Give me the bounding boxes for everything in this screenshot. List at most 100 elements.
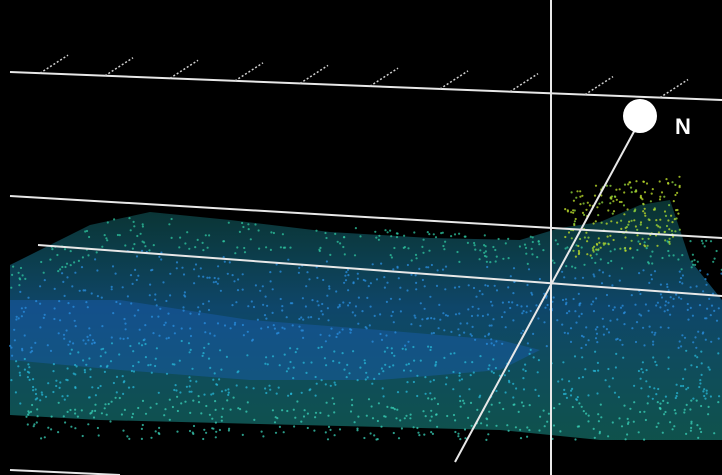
cloud-point — [118, 396, 121, 400]
cloud-point — [216, 282, 219, 285]
cloud-point — [216, 322, 220, 325]
cloud-point — [668, 242, 671, 245]
cloud-point — [647, 237, 650, 240]
cloud-point — [112, 312, 115, 315]
cloud-point — [594, 369, 597, 373]
cloud-point — [709, 314, 712, 317]
cloud-point — [217, 277, 220, 280]
cloud-point — [160, 258, 163, 261]
cloud-point — [450, 330, 453, 333]
cloud-point — [133, 243, 136, 246]
cloud-point — [633, 210, 636, 213]
cloud-point — [365, 327, 368, 330]
cloud-point — [242, 334, 245, 337]
cloud-point — [578, 402, 581, 405]
cloud-point — [537, 240, 540, 243]
cloud-point — [140, 437, 143, 440]
cloud-point — [325, 401, 328, 404]
cloud-point — [176, 409, 179, 413]
cloud-point — [269, 271, 272, 274]
cloud-point — [651, 331, 654, 334]
cloud-point — [618, 279, 621, 282]
cloud-point — [94, 409, 97, 412]
cloud-point — [644, 245, 647, 248]
cloud-point — [526, 435, 529, 438]
cloud-point — [666, 401, 669, 404]
cloud-point — [587, 394, 590, 397]
cloud-point — [342, 245, 345, 249]
cloud-point — [249, 238, 252, 241]
cloud-point — [651, 262, 654, 265]
cloud-point — [583, 213, 586, 216]
cloud-point — [141, 399, 145, 402]
cloud-point — [640, 196, 643, 199]
cloud-point — [668, 237, 671, 240]
cloud-point — [699, 379, 702, 382]
cloud-point — [319, 333, 322, 336]
cloud-point — [132, 350, 135, 353]
cloud-point — [564, 247, 567, 250]
cloud-point — [694, 354, 697, 357]
cloud-point — [164, 408, 167, 411]
cloud-point — [444, 314, 448, 317]
cloud-point — [657, 231, 661, 234]
cloud-point — [676, 208, 679, 212]
cloud-point — [242, 225, 245, 229]
cloud-point — [471, 325, 474, 328]
cloud-point — [324, 431, 327, 434]
cloud-point — [213, 334, 216, 337]
cloud-point — [696, 356, 699, 359]
cloud-point — [470, 424, 473, 427]
cloud-point — [154, 298, 157, 301]
cloud-point — [572, 209, 575, 212]
cloud-point — [276, 417, 279, 420]
cloud-point — [310, 316, 313, 319]
cloud-point — [522, 388, 526, 391]
cloud-point — [266, 304, 269, 307]
cloud-point — [503, 311, 506, 314]
cloud-point — [639, 377, 642, 380]
cloud-point — [275, 263, 278, 266]
cloud-point — [11, 273, 14, 276]
cloud-point — [232, 396, 235, 399]
cloud-point — [501, 301, 504, 304]
cloud-point — [695, 346, 698, 349]
cloud-point — [246, 401, 249, 404]
cloud-point — [75, 365, 78, 368]
cloud-point — [570, 211, 573, 214]
cloud-point — [260, 430, 263, 433]
cloud-point — [458, 379, 461, 382]
cloud-point — [53, 287, 56, 290]
cloud-point — [667, 249, 670, 253]
cloud-point — [228, 261, 231, 264]
cloud-point — [659, 218, 662, 221]
cloud-point — [350, 398, 354, 401]
cloud-point — [584, 368, 587, 371]
cloud-point — [715, 249, 718, 253]
cloud-point — [681, 274, 685, 277]
cloud-point — [559, 430, 562, 433]
cloud-point — [577, 425, 581, 428]
cloud-point — [642, 269, 645, 272]
cloud-point — [576, 396, 579, 399]
cloud-point — [647, 395, 650, 398]
cloud-point — [226, 272, 229, 275]
cloud-point — [475, 295, 478, 298]
cloud-point — [27, 413, 30, 416]
cloud-point — [446, 414, 449, 418]
cloud-point — [453, 286, 457, 289]
cloud-point — [269, 248, 272, 251]
cloud-point — [320, 379, 323, 382]
cloud-point — [144, 342, 147, 346]
cloud-point — [238, 230, 241, 233]
cloud-point — [563, 276, 566, 279]
cloud-point — [490, 338, 493, 341]
cloud-point — [623, 404, 626, 407]
cloud-point — [492, 344, 496, 347]
cloud-point — [383, 286, 386, 289]
cloud-point — [700, 430, 703, 434]
cloud-point — [672, 254, 675, 257]
cloud-point — [596, 206, 599, 209]
cloud-point — [103, 407, 106, 410]
